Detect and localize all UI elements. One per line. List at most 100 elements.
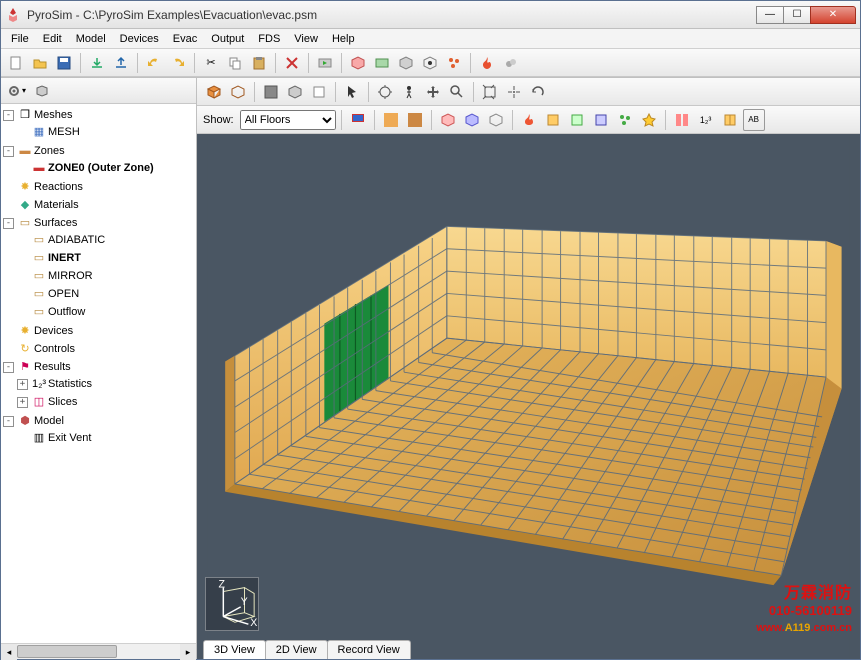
sidebar-hscroll[interactable]: ◂ ▸	[1, 643, 196, 659]
smoke-icon[interactable]	[500, 52, 522, 74]
menu-output[interactable]: Output	[205, 31, 250, 47]
menu-model[interactable]: Model	[70, 31, 112, 47]
nav-gear-icon[interactable]: ▾	[5, 80, 27, 102]
show-mesh-icon[interactable]	[437, 109, 459, 131]
application-window: { "window": { "title": "PyroSim - C:\\Py…	[0, 0, 861, 660]
tree-model[interactable]: Model	[34, 413, 64, 429]
tree-adiabatic[interactable]: ADIABATIC	[48, 232, 105, 248]
nav-cube-icon[interactable]	[31, 80, 53, 102]
fire-icon[interactable]	[476, 52, 498, 74]
box2-icon[interactable]	[284, 81, 306, 103]
show-bound-icon[interactable]	[566, 109, 588, 131]
flag-icon[interactable]	[347, 109, 369, 131]
tree-statistics[interactable]: Statistics	[48, 376, 92, 392]
menu-evac[interactable]: Evac	[167, 31, 203, 47]
show-ab-icon[interactable]: AB	[743, 109, 765, 131]
show-vent-icon[interactable]	[485, 109, 507, 131]
maximize-button[interactable]: ☐	[783, 6, 811, 24]
slices-icon: ◫	[32, 395, 46, 409]
scroll-right-icon[interactable]: ▸	[180, 644, 196, 660]
tree-materials[interactable]: Materials	[34, 197, 79, 213]
surface-icon: ▭	[32, 251, 46, 265]
show-123-icon[interactable]: 1₂³	[695, 109, 717, 131]
tab-record-view[interactable]: Record View	[327, 640, 411, 659]
menu-file[interactable]: File	[5, 31, 35, 47]
walk-icon[interactable]	[398, 81, 420, 103]
axis-orientation-widget[interactable]: Z X Y	[205, 577, 259, 631]
tree-open[interactable]: OPEN	[48, 286, 79, 302]
tree-devices[interactable]: Devices	[34, 323, 73, 339]
paste-icon[interactable]	[248, 52, 270, 74]
tree-inert[interactable]: INERT	[48, 250, 81, 266]
persp-icon[interactable]	[203, 81, 225, 103]
redo-icon[interactable]	[167, 52, 189, 74]
center-icon[interactable]	[503, 81, 525, 103]
save-icon[interactable]	[53, 52, 75, 74]
menu-help[interactable]: Help	[326, 31, 361, 47]
menu-fds[interactable]: FDS	[252, 31, 286, 47]
tab-2d-view[interactable]: 2D View	[265, 640, 328, 659]
tree-mesh[interactable]: MESH	[48, 124, 80, 140]
tree-surfaces[interactable]: Surfaces	[34, 215, 77, 231]
scroll-left-icon[interactable]: ◂	[1, 644, 17, 660]
orbit-icon[interactable]	[374, 81, 396, 103]
zoom-icon[interactable]	[446, 81, 468, 103]
viewport-3d[interactable]: Z X Y 3D View 2D View Record View 万霖消防 0…	[197, 134, 860, 659]
delete-icon[interactable]	[281, 52, 303, 74]
zoom-extents-icon[interactable]	[479, 81, 501, 103]
watermark: 万霖消防 010-56100119 www.A119.com.cn	[756, 579, 852, 635]
materials-icon: ◆	[18, 198, 32, 212]
floor-select[interactable]: All Floors	[240, 110, 336, 130]
copy-icon[interactable]	[224, 52, 246, 74]
box1-icon[interactable]	[260, 81, 282, 103]
box3-icon[interactable]	[308, 81, 330, 103]
grid1-icon[interactable]	[380, 109, 402, 131]
tree-outflow[interactable]: Outflow	[48, 304, 85, 320]
tree-exit-vent[interactable]: Exit Vent	[48, 430, 91, 446]
export-icon[interactable]	[110, 52, 132, 74]
menu-edit[interactable]: Edit	[37, 31, 68, 47]
vent-icon[interactable]	[371, 52, 393, 74]
minimize-button[interactable]: —	[756, 6, 784, 24]
new-icon[interactable]	[5, 52, 27, 74]
particle-icon[interactable]	[443, 52, 465, 74]
show-slice-icon[interactable]	[542, 109, 564, 131]
pan-icon[interactable]	[422, 81, 444, 103]
import-icon[interactable]	[86, 52, 108, 74]
window-controls: — ☐ ✕	[757, 6, 856, 24]
scroll-thumb[interactable]	[17, 645, 117, 658]
mesh-icon[interactable]	[347, 52, 369, 74]
tree-zones[interactable]: Zones	[34, 143, 65, 159]
grid2-icon[interactable]	[404, 109, 426, 131]
tree-reactions[interactable]: Reactions	[34, 179, 83, 195]
show-device-icon[interactable]	[638, 109, 660, 131]
menu-view[interactable]: View	[288, 31, 324, 47]
open-icon[interactable]	[29, 52, 51, 74]
tree-controls[interactable]: Controls	[34, 341, 75, 357]
reset-icon[interactable]	[527, 81, 549, 103]
wire-icon[interactable]	[227, 81, 249, 103]
axis-x-label: X	[250, 617, 257, 629]
obstruction-icon[interactable]	[395, 52, 417, 74]
show-part-icon[interactable]	[614, 109, 636, 131]
show-iso-icon[interactable]	[590, 109, 612, 131]
show-book-icon[interactable]	[719, 109, 741, 131]
menu-devices[interactable]: Devices	[114, 31, 165, 47]
undo-icon[interactable]	[143, 52, 165, 74]
tab-3d-view[interactable]: 3D View	[203, 640, 266, 659]
tree-meshes[interactable]: Meshes	[34, 107, 73, 123]
run-icon[interactable]	[314, 52, 336, 74]
cut-icon[interactable]: ✂	[200, 52, 222, 74]
pointer-icon[interactable]	[341, 81, 363, 103]
hole-icon[interactable]	[419, 52, 441, 74]
tree-zone0[interactable]: ZONE0 (Outer Zone)	[48, 160, 154, 176]
show-obst-icon[interactable]	[461, 109, 483, 131]
show-fire-icon[interactable]	[518, 109, 540, 131]
tree-results[interactable]: Results	[34, 359, 71, 375]
close-button[interactable]: ✕	[810, 6, 856, 24]
view-toolbar	[197, 78, 860, 106]
tree-mirror[interactable]: MIRROR	[48, 268, 93, 284]
tree-slices[interactable]: Slices	[48, 394, 77, 410]
show-stats-icon[interactable]	[671, 109, 693, 131]
navigator-tree[interactable]: -❒Meshes ▦MESH -▬Zones ▬ZONE0 (Outer Zon…	[1, 104, 196, 643]
